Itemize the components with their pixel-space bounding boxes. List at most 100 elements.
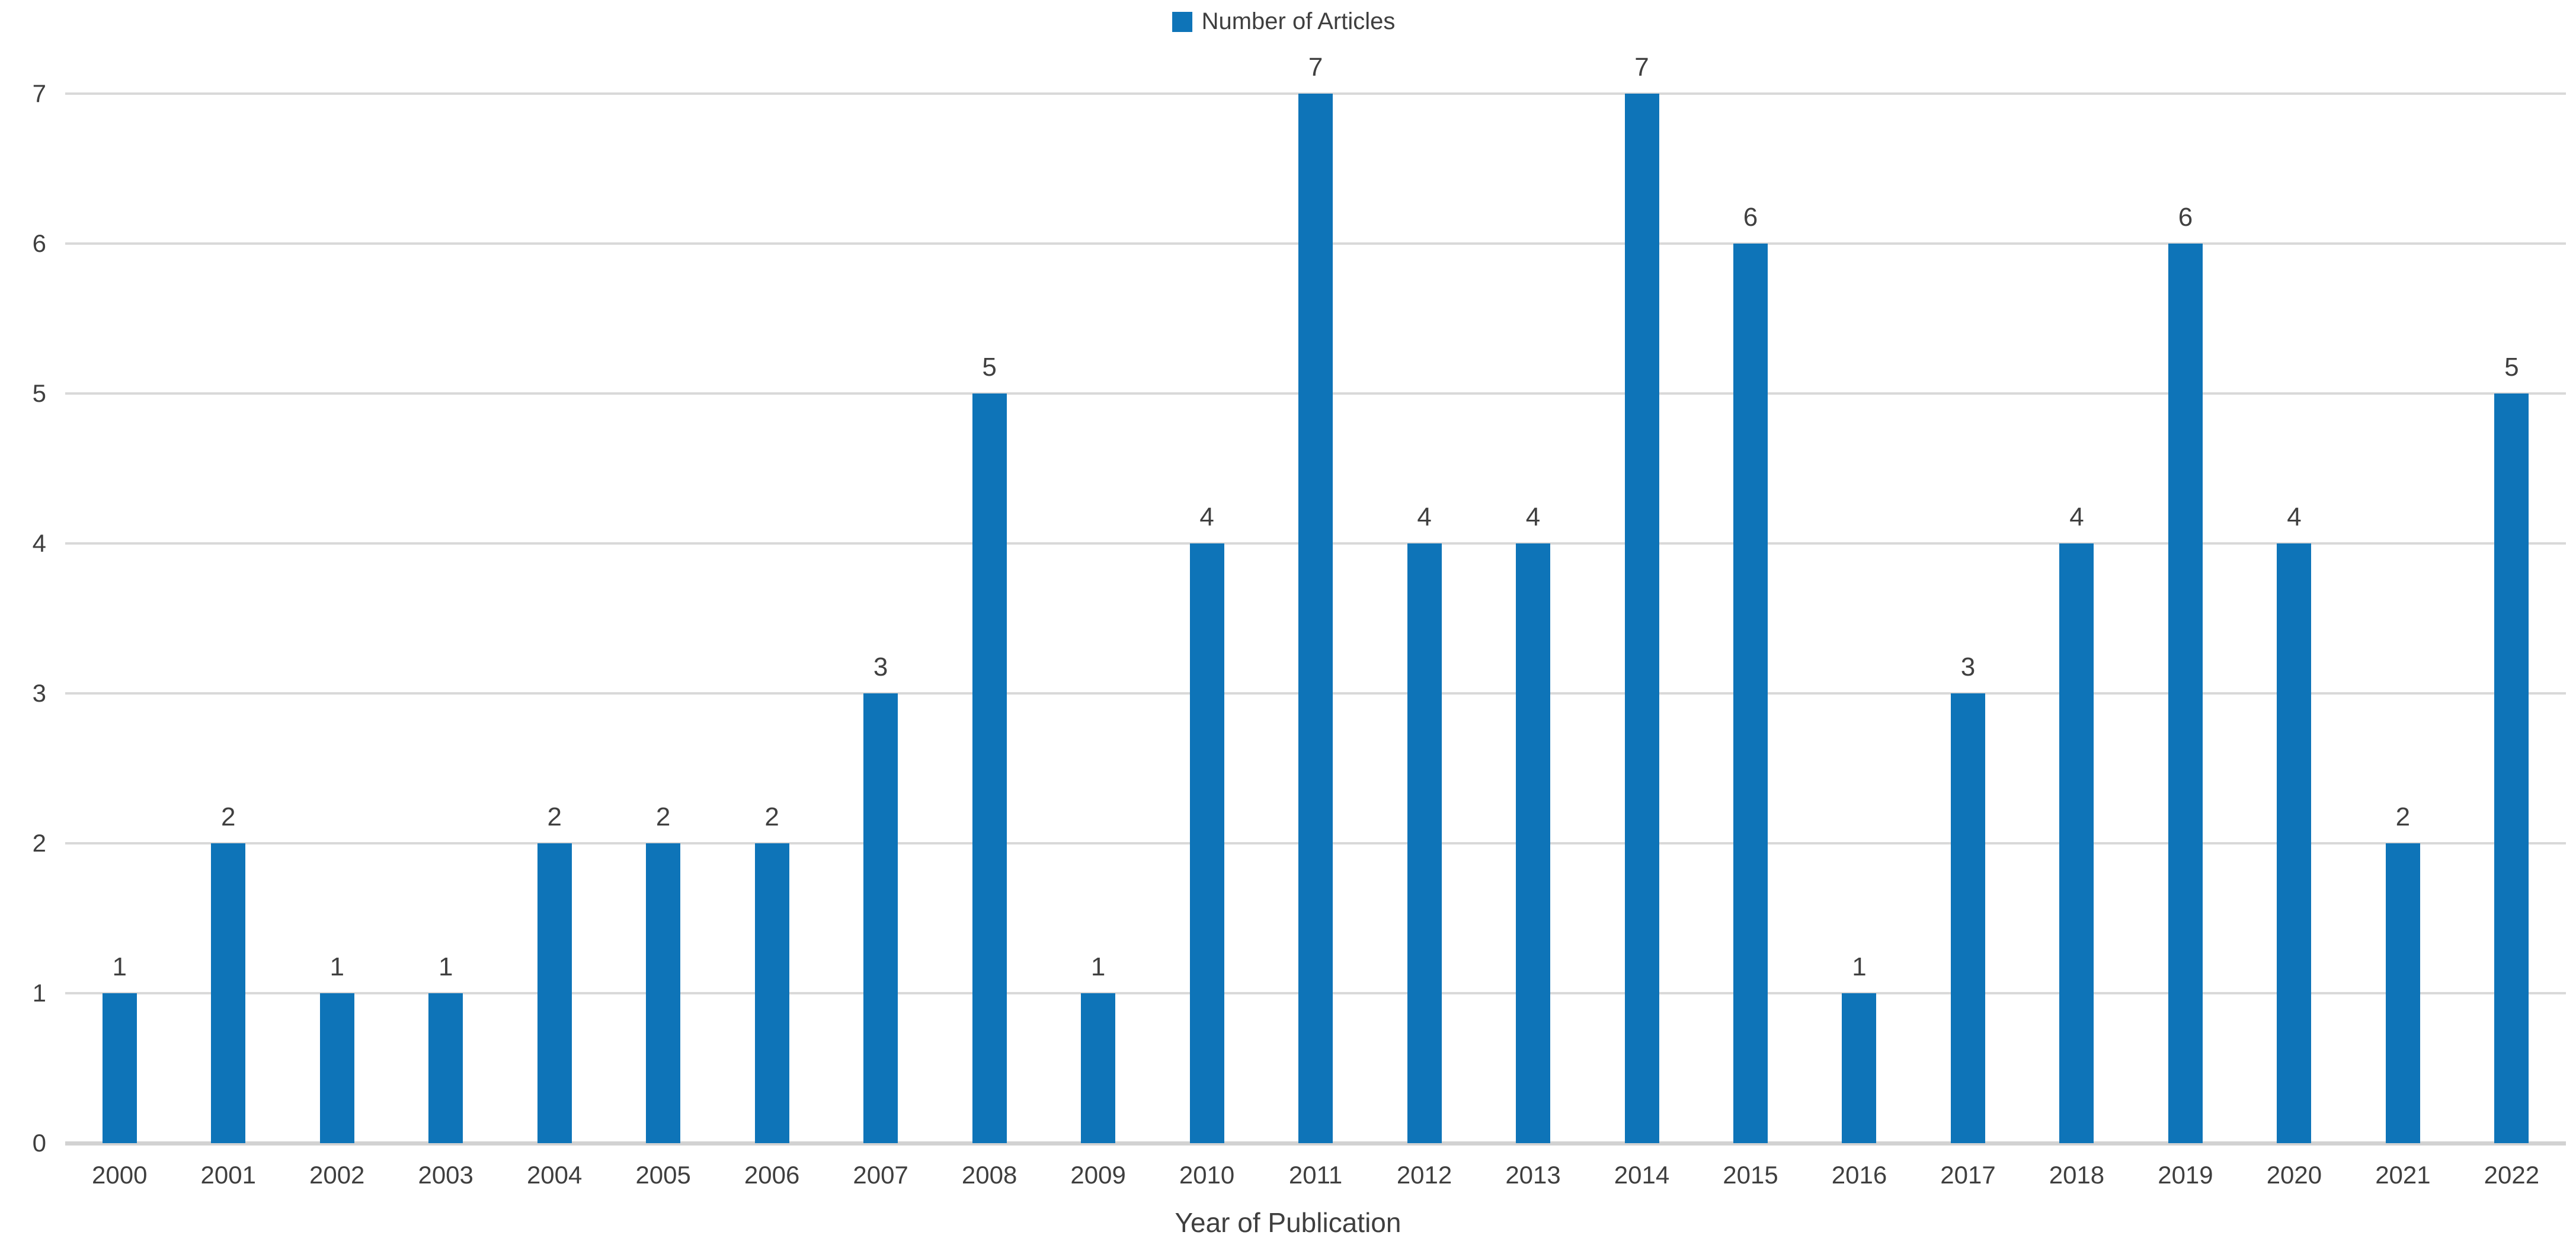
x-tick-label-2016: 2016	[1831, 1161, 1887, 1189]
x-tick-label-2010: 2010	[1179, 1161, 1235, 1189]
bar-2013[interactable]	[1516, 543, 1551, 1143]
bar-cell-2006: 2	[718, 94, 826, 1143]
bar-cell-2009: 1	[1044, 94, 1152, 1143]
bar-2007[interactable]	[863, 693, 898, 1143]
bar-cell-2007: 3	[826, 94, 935, 1143]
x-axis-line	[65, 1141, 2566, 1146]
bar-cell-2010: 4	[1153, 94, 1261, 1143]
x-tick-label-2021: 2021	[2375, 1161, 2431, 1189]
bar-2003[interactable]	[428, 993, 463, 1143]
x-tick-label-2007: 2007	[853, 1161, 908, 1189]
bar-cell-2005: 2	[609, 94, 717, 1143]
bar-value-label-2018: 4	[2069, 503, 2084, 532]
bar-2022[interactable]	[2494, 393, 2529, 1143]
bar-2015[interactable]	[1733, 244, 1768, 1143]
x-tick-label-2020: 2020	[2266, 1161, 2322, 1189]
bar-2010[interactable]	[1189, 543, 1224, 1143]
bar-value-label-2012: 4	[1417, 503, 1432, 532]
legend-swatch-icon	[1172, 11, 1192, 32]
bar-value-label-2014: 7	[1634, 53, 1649, 82]
bar-cell-2011: 7	[1261, 55, 1369, 1143]
x-tick-label-2008: 2008	[961, 1161, 1017, 1189]
x-tick-label-2014: 2014	[1614, 1161, 1670, 1189]
y-tick-label-4: 4	[32, 529, 46, 557]
bar-value-label-2022: 5	[2504, 353, 2519, 382]
bar-value-label-2008: 5	[982, 353, 997, 382]
bar-2020[interactable]	[2277, 543, 2312, 1143]
bar-cell-2002: 1	[283, 94, 391, 1143]
x-tick-label-2005: 2005	[635, 1161, 691, 1189]
bar-2008[interactable]	[972, 393, 1007, 1143]
x-tick-label-2015: 2015	[1723, 1161, 1778, 1189]
x-tick-label-2003: 2003	[418, 1161, 473, 1189]
bar-2016[interactable]	[1842, 993, 1877, 1143]
bar-2012[interactable]	[1407, 543, 1442, 1143]
bar-cell-2008: 5	[935, 94, 1044, 1143]
bar-2005[interactable]	[646, 843, 681, 1143]
bar-value-label-2017: 3	[1960, 652, 1976, 682]
y-tick-label-0: 0	[32, 1129, 46, 1157]
y-tick-label-1: 1	[32, 979, 46, 1007]
bar-value-label-2009: 1	[1090, 952, 1106, 981]
x-tick-label-2019: 2019	[2158, 1161, 2213, 1189]
y-tick-label-5: 5	[32, 379, 46, 407]
bar-2021[interactable]	[2385, 843, 2420, 1143]
x-tick-label-2012: 2012	[1396, 1161, 1452, 1189]
bar-cell-2016: 1	[1805, 94, 1913, 1143]
bar-2004[interactable]	[537, 843, 572, 1143]
bar-cell-2022: 5	[2457, 94, 2566, 1143]
bar-value-label-2011: 7	[1308, 53, 1323, 82]
x-tick-label-2009: 2009	[1070, 1161, 1126, 1189]
bar-value-label-2016: 1	[1852, 952, 1867, 981]
bar-cell-2004: 2	[500, 94, 609, 1143]
x-tick-label-2001: 2001	[200, 1161, 256, 1189]
bar-value-label-2019: 6	[2178, 203, 2193, 232]
bar-value-label-2013: 4	[1525, 503, 1541, 532]
bar-2000[interactable]	[102, 993, 137, 1143]
bar-cell-2003: 1	[391, 94, 500, 1143]
x-tick-label-2017: 2017	[1940, 1161, 1996, 1189]
bar-2018[interactable]	[2059, 543, 2094, 1143]
bar-2002[interactable]	[319, 993, 354, 1143]
x-axis-title: Year of Publication	[1175, 1207, 1401, 1238]
x-tick-label-2011: 2011	[1288, 1161, 1343, 1189]
bar-cell-2019: 6	[2131, 94, 2239, 1143]
x-axis-labels: 2000 2001 2002 2003 2004 2005 2006 2007 2008 2009…	[65, 1163, 2566, 1188]
bar-cell-2014: 7	[1588, 55, 1696, 1143]
bar-cell-2021: 2	[2348, 94, 2457, 1143]
bar-cell-2015: 6	[1696, 94, 1804, 1143]
bar-cell-2013: 4	[1479, 94, 1587, 1143]
bar-2009[interactable]	[1081, 993, 1116, 1143]
legend-label: Number of Articles	[1201, 8, 1396, 34]
bar-cell-2000: 1	[65, 94, 174, 1143]
bar-value-label-2021: 2	[2395, 802, 2411, 831]
y-tick-label-6: 6	[32, 229, 46, 257]
bar-cell-2001: 2	[174, 94, 282, 1143]
bar-2006[interactable]	[754, 843, 789, 1143]
y-axis: 0 1 2 3 4 5 6 7	[0, 81, 46, 1156]
bar-value-label-2007: 3	[873, 652, 888, 682]
bars-container: 1 2 1 1 2 2 2 3 5 1 4 7 4 4 7 6 1 3 4 6 4 2 5	[65, 55, 2566, 1143]
bar-value-label-2000: 1	[112, 952, 127, 981]
bar-2014[interactable]	[1624, 94, 1659, 1143]
bar-value-label-2010: 4	[1199, 503, 1214, 532]
chart-legend: Number of Articles	[1172, 8, 1396, 35]
y-tick-label-2: 2	[32, 829, 46, 857]
bar-value-label-2006: 2	[764, 802, 779, 831]
bar-2017[interactable]	[1950, 693, 1985, 1143]
x-tick-label-2013: 2013	[1505, 1161, 1561, 1189]
y-tick-label-7: 7	[32, 79, 46, 107]
bar-2019[interactable]	[2168, 244, 2203, 1143]
bar-2011[interactable]	[1298, 94, 1333, 1143]
x-tick-label-2006: 2006	[744, 1161, 800, 1189]
bar-value-label-2020: 4	[2287, 503, 2302, 532]
bar-value-label-2002: 1	[329, 952, 344, 981]
bar-value-label-2001: 2	[220, 802, 236, 831]
bar-cell-2020: 4	[2240, 94, 2348, 1143]
bar-cell-2018: 4	[2023, 94, 2131, 1143]
plot-area: 1 2 1 1 2 2 2 3 5 1 4 7 4 4 7 6 1 3 4 6 4 2 5	[65, 55, 2566, 1146]
bar-2001[interactable]	[211, 843, 246, 1143]
bar-value-label-2004: 2	[547, 802, 562, 831]
bar-cell-2017: 3	[1913, 94, 2022, 1143]
